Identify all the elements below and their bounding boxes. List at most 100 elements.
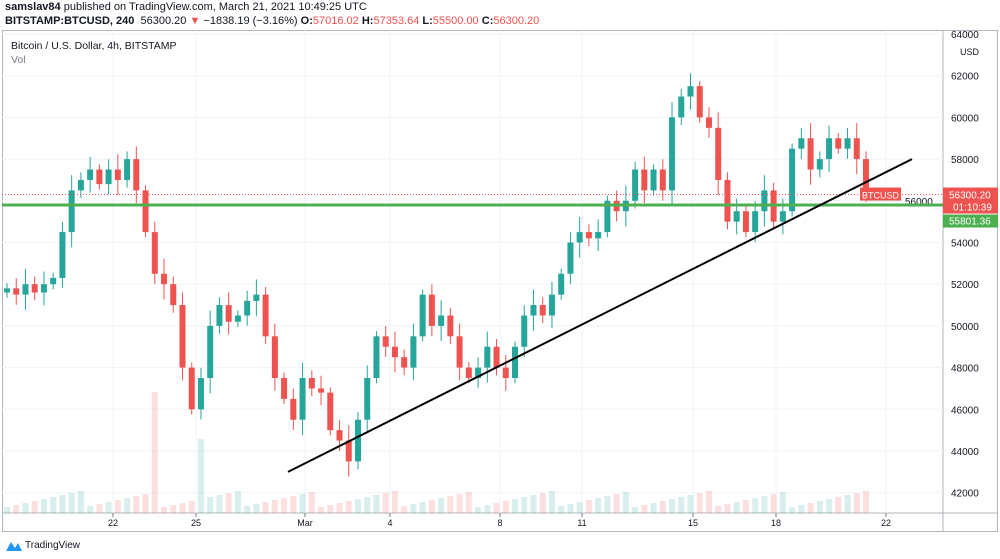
- time-tick-label: 25: [191, 518, 201, 528]
- price-tick-label: 44000: [951, 447, 979, 458]
- volume-bar: [641, 505, 648, 513]
- volume-bar: [502, 501, 509, 513]
- volume-bar: [548, 491, 555, 513]
- candle-body: [87, 169, 94, 180]
- candle-body: [733, 211, 740, 222]
- candle-body: [752, 211, 759, 233]
- chart-legend: Bitcoin / U.S. Dollar, 4h, BITSTAMP Vol: [11, 40, 177, 66]
- candle-body: [253, 294, 260, 301]
- candle-body: [373, 336, 380, 379]
- candles: [4, 73, 869, 513]
- volume-bar: [207, 497, 214, 513]
- candle-body: [705, 117, 712, 128]
- price-tick-label: 60000: [951, 113, 979, 124]
- candle-body: [548, 294, 555, 316]
- volume-bar: [567, 504, 574, 513]
- candle-body: [863, 159, 869, 195]
- volume-bar: [13, 505, 20, 513]
- candle-body: [336, 430, 343, 441]
- candle-body: [853, 138, 860, 160]
- volume-bar: [465, 492, 472, 513]
- time-tick-label: 4: [387, 518, 392, 528]
- volume-bar: [419, 502, 426, 513]
- volume-bar: [853, 493, 860, 513]
- volume-bar: [705, 491, 712, 513]
- candle-body: [493, 346, 500, 368]
- candle-body: [382, 336, 389, 347]
- volume-bar: [512, 499, 519, 513]
- candle-body: [299, 378, 306, 420]
- candle-body: [68, 190, 75, 233]
- candle-body: [567, 242, 574, 274]
- volume-bar: [114, 500, 121, 513]
- volume-bar: [68, 493, 75, 513]
- volume-bar: [742, 500, 749, 513]
- volume-bar: [4, 507, 10, 513]
- volume-bar: [595, 498, 602, 513]
- candle-body: [188, 367, 195, 410]
- publish-date: published on TradingView.com, March 21, …: [63, 1, 367, 13]
- volume-bar: [604, 496, 611, 513]
- candle-body: [678, 96, 685, 118]
- candle-body: [96, 169, 103, 185]
- volume-bar: [105, 502, 112, 513]
- candle-body: [410, 336, 417, 368]
- candle-body: [595, 232, 602, 239]
- candle-body: [530, 305, 537, 316]
- time-tick-label: 18: [771, 518, 781, 528]
- candle-body: [789, 148, 796, 212]
- volume-bar: [770, 494, 777, 513]
- candle-body: [354, 419, 361, 462]
- candle-body: [179, 305, 186, 368]
- volume-bar: [22, 503, 29, 513]
- candle-body: [465, 367, 472, 379]
- candle-body: [114, 169, 121, 180]
- candle-body: [512, 346, 519, 379]
- candle-body: [151, 232, 158, 274]
- support-price-value: 55801.36: [949, 217, 991, 228]
- volume-bar: [816, 501, 823, 513]
- publish-info: samslav84 published on TradingView.com, …: [5, 1, 367, 13]
- volume-bar: [253, 504, 260, 513]
- volume-bar: [225, 493, 232, 513]
- candle-body: [197, 378, 204, 410]
- candle-body: [401, 357, 408, 368]
- volume-bar: [521, 497, 528, 513]
- volume-bar: [484, 505, 491, 513]
- volume-bar: [77, 491, 84, 513]
- last-price-tag: [943, 187, 998, 214]
- candle-body: [475, 367, 482, 379]
- volume-bar: [262, 502, 269, 513]
- volume-bar: [179, 503, 186, 513]
- time-tick-label: 22: [881, 518, 891, 528]
- candle-body: [632, 169, 639, 201]
- volume-bar: [798, 505, 805, 513]
- candle-body: [4, 288, 10, 293]
- volume-bar: [613, 494, 620, 513]
- candle-body: [604, 200, 611, 233]
- volume-bar: [493, 503, 500, 513]
- volume-bar: [197, 439, 204, 513]
- volume-bar: [327, 505, 334, 513]
- volume-bar: [50, 497, 57, 513]
- volume-bar: [715, 506, 722, 513]
- volume-bar: [170, 505, 177, 513]
- volume-bar: [401, 506, 408, 513]
- author[interactable]: samslav84: [5, 1, 61, 13]
- volume-bar: [87, 506, 94, 513]
- candle-body: [521, 315, 528, 347]
- time-tick-label: 11: [577, 518, 586, 528]
- candle-body: [835, 138, 842, 149]
- candle-body: [696, 86, 703, 118]
- low-label: L:: [422, 15, 433, 27]
- candle-body: [585, 232, 592, 239]
- candle-body: [438, 315, 445, 326]
- candle-body: [77, 179, 84, 191]
- tradingview-logo[interactable]: TradingView: [6, 539, 80, 551]
- candle-body: [761, 190, 768, 212]
- price-tick-label: 62000: [951, 72, 979, 83]
- volume-bar: [659, 501, 666, 513]
- last-price: 56300.20: [140, 15, 187, 27]
- volume-bar: [345, 501, 352, 513]
